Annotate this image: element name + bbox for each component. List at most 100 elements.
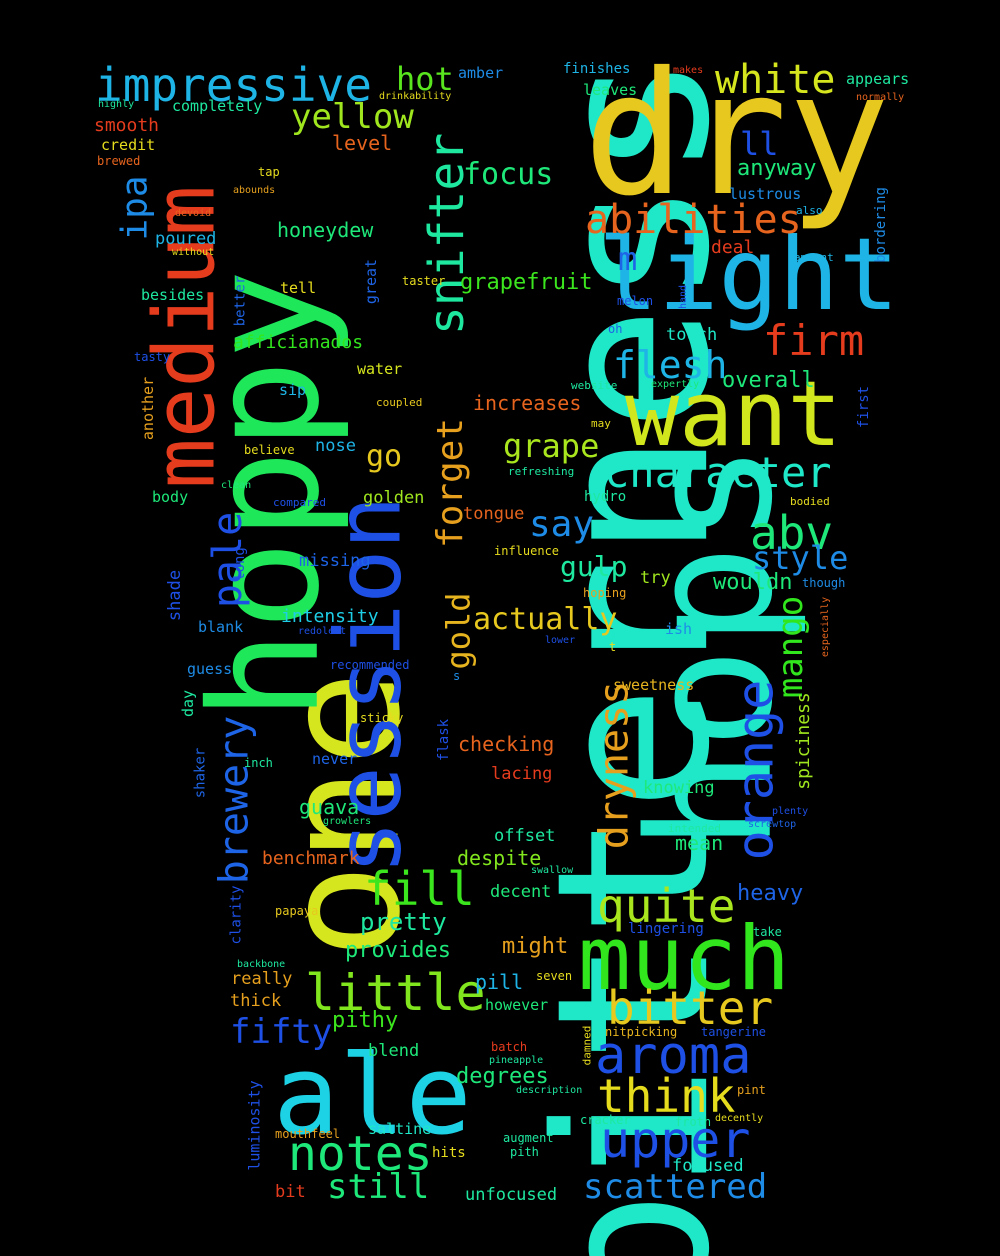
word: benchmark (262, 848, 360, 869)
word: without (172, 247, 215, 258)
word: water (357, 360, 403, 378)
word: lower (545, 635, 576, 646)
word: lingering (628, 921, 704, 937)
word: shade (165, 569, 186, 622)
word: drinkability (379, 91, 452, 102)
word: brewery (211, 715, 258, 885)
word: completely (172, 97, 263, 115)
word: also (796, 204, 823, 217)
word: ale (273, 1031, 472, 1159)
word: screwtop (748, 819, 797, 830)
word: try (640, 568, 671, 588)
word: decent (490, 882, 552, 902)
word: m (618, 240, 638, 278)
word: lustrous (729, 185, 802, 203)
word: upper (600, 1111, 751, 1169)
word: great (362, 258, 381, 305)
word: believe (244, 443, 295, 457)
word: highly (98, 99, 135, 110)
word: plenty (772, 806, 809, 817)
word: firm (763, 316, 865, 365)
word: guava (299, 795, 360, 819)
word: intensity (281, 606, 379, 627)
word: really (231, 969, 293, 989)
word: bitter (607, 981, 774, 1035)
word: shaker (192, 747, 209, 799)
word: swallow (531, 865, 574, 876)
word: actually (473, 602, 618, 637)
word: flesh (613, 343, 728, 387)
word: amber (458, 64, 504, 82)
word: sweetness (613, 676, 695, 694)
word: luminosity (245, 1080, 264, 1171)
word: little (305, 964, 486, 1022)
word: hydro (584, 489, 627, 505)
word: day (179, 689, 198, 718)
word: wouldn (713, 570, 793, 595)
word: t (609, 640, 617, 654)
word: pretty (360, 908, 447, 936)
word: level (332, 131, 393, 155)
word: finishes (563, 61, 631, 77)
word: however (485, 996, 549, 1014)
word: amount (794, 251, 834, 264)
word: fill (364, 862, 475, 916)
word: papaya (275, 904, 319, 918)
word: body (152, 488, 189, 506)
word: though (802, 576, 846, 590)
word: ipa (114, 175, 156, 241)
word: blend (368, 1041, 420, 1061)
word: offset (494, 826, 556, 846)
word: pill (475, 970, 524, 994)
word: taster (402, 274, 446, 288)
word: coupled (376, 396, 423, 409)
word: website (571, 379, 618, 392)
word: description (516, 1085, 583, 1096)
word: expertly (651, 379, 700, 390)
word: gulp (560, 550, 628, 583)
word: increases (473, 391, 582, 415)
word: orange (726, 679, 785, 861)
word: might (502, 934, 569, 959)
word: devoid (175, 208, 212, 219)
word: character (604, 448, 832, 497)
word: knowing (643, 778, 715, 798)
word: overall (722, 368, 815, 393)
word: pineapple (489, 1055, 544, 1066)
word: ll (740, 125, 779, 163)
word: fifty (230, 1012, 333, 1052)
word: still (327, 1167, 430, 1207)
word: long (231, 547, 248, 581)
word: tangerine (701, 1025, 767, 1039)
word: deal (711, 237, 755, 258)
word: bordering (872, 187, 889, 263)
word: grape (503, 427, 600, 465)
word: clarity (228, 885, 245, 945)
word: take (753, 925, 782, 939)
word: seven (536, 969, 573, 983)
word: backbone (237, 959, 286, 970)
word: scattered (583, 1167, 768, 1207)
word: despite (457, 846, 542, 870)
word: dry (583, 36, 891, 234)
word: anyway (737, 156, 817, 181)
word: first (856, 385, 873, 429)
word: melon (617, 294, 654, 308)
word: redolent (298, 626, 347, 637)
word: abv (750, 506, 834, 560)
word: influence (494, 544, 560, 558)
word: smooth (94, 115, 160, 136)
word: recommended (330, 658, 410, 672)
word: refreshing (508, 465, 575, 478)
word: batch (491, 1040, 528, 1054)
word: brewed (97, 154, 141, 168)
word: pith (510, 1145, 539, 1159)
word: abounds (233, 185, 276, 196)
word: s (453, 669, 461, 683)
word: degrees (456, 1064, 549, 1089)
word: want (625, 362, 842, 467)
word: forget (430, 417, 472, 549)
word: gold (439, 592, 478, 670)
word: tongue (463, 504, 525, 524)
